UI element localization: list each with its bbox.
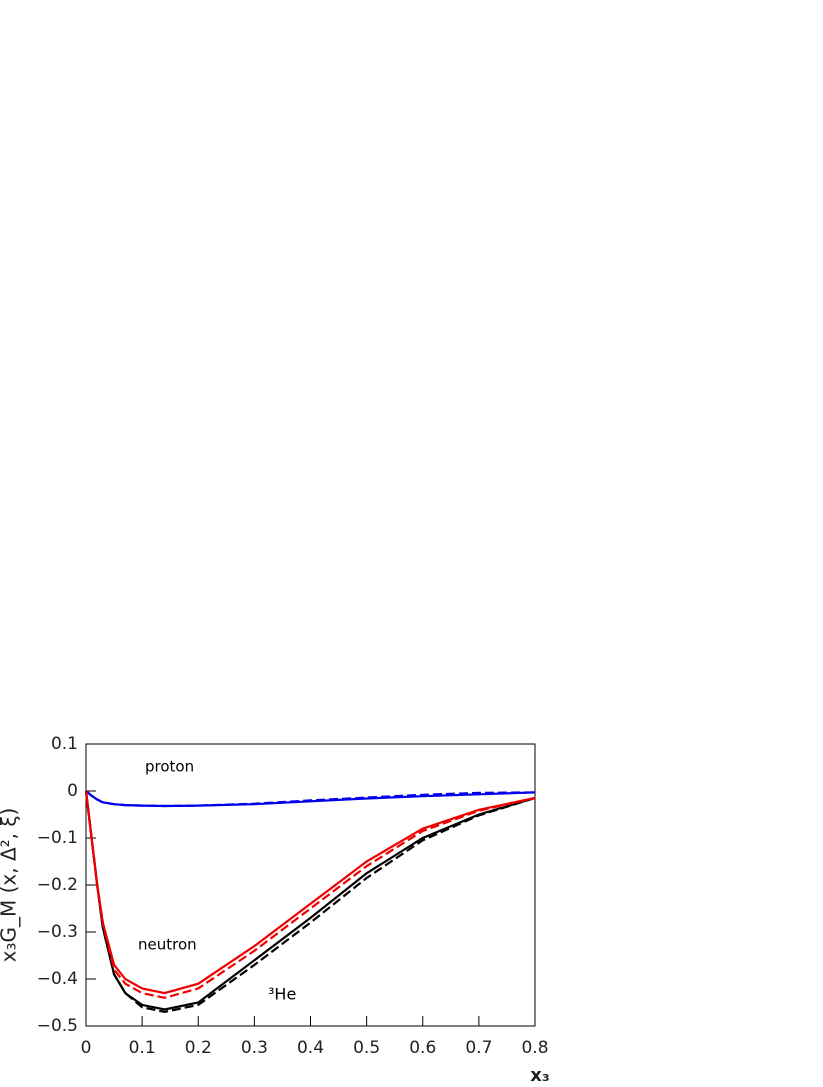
y-axis-label: x₃G_M (x, Δ², ξ)	[0, 808, 21, 963]
annotation: ³He	[268, 985, 296, 1004]
y-tick-label: −0.4	[37, 969, 78, 989]
series-line	[84, 790, 536, 1011]
y-tick-label: −0.5	[37, 1016, 78, 1036]
series-line	[84, 790, 536, 1014]
x-tick-label: 0.5	[353, 1038, 380, 1058]
y-tick-label: 0.1	[51, 734, 78, 754]
x-tick-label: 0.6	[409, 1038, 436, 1058]
y-tick-label: −0.3	[37, 922, 78, 942]
x-tick-label: 0.2	[185, 1038, 212, 1058]
y-tick-label: 0	[67, 781, 78, 801]
y-tick-label: −0.2	[37, 875, 78, 895]
annotation: neutron	[138, 936, 197, 954]
series-line	[85, 790, 536, 808]
annotation: proton	[145, 758, 194, 776]
y-tick-label: −0.1	[37, 828, 78, 848]
x-axis-label: x₃	[530, 1065, 550, 1086]
x-tick-label: 0.4	[297, 1038, 324, 1058]
x-tick-label: 0.1	[129, 1038, 156, 1058]
x-tick-label: 0.3	[241, 1038, 268, 1058]
x-tick-label: 0.8	[521, 1038, 548, 1058]
x-tick-label: 0	[81, 1038, 92, 1058]
x-tick-label: 0.7	[465, 1038, 492, 1058]
series-line	[84, 790, 536, 999]
plot-frame	[85, 743, 536, 1027]
